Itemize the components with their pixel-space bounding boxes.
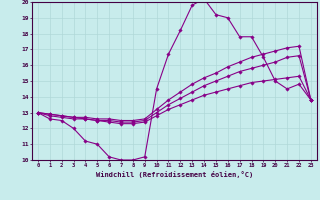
X-axis label: Windchill (Refroidissement éolien,°C): Windchill (Refroidissement éolien,°C) [96,171,253,178]
